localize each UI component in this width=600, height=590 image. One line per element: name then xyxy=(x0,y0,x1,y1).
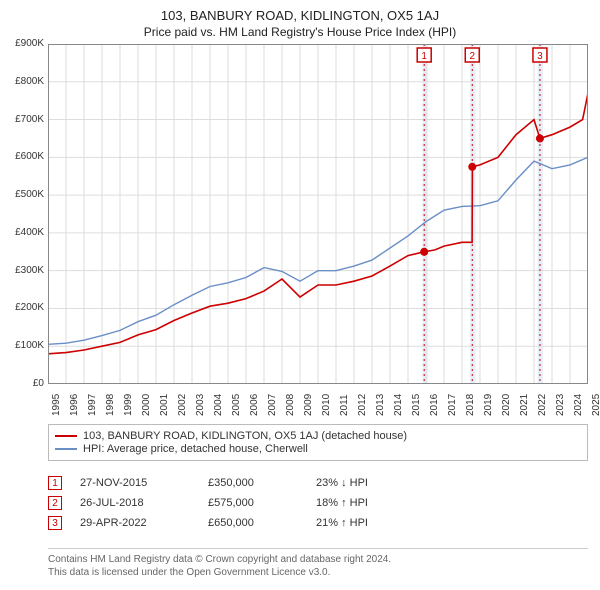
plot-svg: 1 2 3 xyxy=(48,44,588,384)
x-tick-label: 2004 xyxy=(213,394,224,416)
x-tick-label: 2015 xyxy=(411,394,422,416)
legend: 103, BANBURY ROAD, KIDLINGTON, OX5 1AJ (… xyxy=(48,424,588,461)
legend-item: HPI: Average price, detached house, Cher… xyxy=(55,443,581,455)
x-tick-label: 2009 xyxy=(303,394,314,416)
event-price: £350,000 xyxy=(208,477,298,489)
svg-text:3: 3 xyxy=(537,51,543,62)
x-tick-label: 2023 xyxy=(555,394,566,416)
event-date: 27-NOV-2015 xyxy=(80,477,190,489)
chart-subtitle: Price paid vs. HM Land Registry's House … xyxy=(8,25,592,39)
legend-swatch xyxy=(55,435,77,437)
x-tick-label: 2018 xyxy=(465,394,476,416)
x-tick-label: 2017 xyxy=(447,394,458,416)
y-tick-label: £100K xyxy=(4,340,44,351)
y-tick-label: £200K xyxy=(4,302,44,313)
event-diff: 23% ↓ HPI xyxy=(316,477,406,489)
x-tick-label: 2000 xyxy=(141,394,152,416)
y-tick-label: £800K xyxy=(4,76,44,87)
event-diff: 18% ↑ HPI xyxy=(316,497,406,509)
x-tick-label: 1997 xyxy=(87,394,98,416)
x-tick-label: 2021 xyxy=(519,394,530,416)
x-tick-label: 2022 xyxy=(537,394,548,416)
x-tick-label: 2012 xyxy=(357,394,368,416)
x-tick-label: 2001 xyxy=(159,394,170,416)
x-tick-label: 1995 xyxy=(51,394,62,416)
x-tick-label: 2016 xyxy=(429,394,440,416)
x-tick-label: 2007 xyxy=(267,394,278,416)
event-price: £650,000 xyxy=(208,517,298,529)
footer-line2: This data is licensed under the Open Gov… xyxy=(48,566,588,579)
x-tick-label: 2011 xyxy=(339,394,350,416)
legend-item: 103, BANBURY ROAD, KIDLINGTON, OX5 1AJ (… xyxy=(55,430,581,442)
x-tick-label: 2025 xyxy=(591,394,600,416)
x-tick-label: 1998 xyxy=(105,394,116,416)
x-tick-label: 2003 xyxy=(195,394,206,416)
svg-text:1: 1 xyxy=(421,51,427,62)
x-tick-label: 2002 xyxy=(177,394,188,416)
event-row: 2 26-JUL-2018 £575,000 18% ↑ HPI xyxy=(48,496,588,510)
x-tick-label: 2019 xyxy=(483,394,494,416)
x-tick-label: 2014 xyxy=(393,394,404,416)
svg-text:2: 2 xyxy=(469,51,475,62)
footer-attribution: Contains HM Land Registry data © Crown c… xyxy=(48,548,588,579)
legend-label: HPI: Average price, detached house, Cher… xyxy=(83,443,308,455)
event-row: 3 29-APR-2022 £650,000 21% ↑ HPI xyxy=(48,516,588,530)
legend-label: 103, BANBURY ROAD, KIDLINGTON, OX5 1AJ (… xyxy=(83,430,407,442)
y-tick-label: £300K xyxy=(4,265,44,276)
y-tick-label: £500K xyxy=(4,189,44,200)
y-tick-label: £400K xyxy=(4,227,44,238)
y-tick-label: £600K xyxy=(4,151,44,162)
event-marker: 1 xyxy=(48,476,62,490)
event-diff: 21% ↑ HPI xyxy=(316,517,406,529)
x-tick-label: 2024 xyxy=(573,394,584,416)
chart-container: 103, BANBURY ROAD, KIDLINGTON, OX5 1AJ P… xyxy=(0,0,600,590)
x-tick-label: 2013 xyxy=(375,394,386,416)
footer-line1: Contains HM Land Registry data © Crown c… xyxy=(48,553,588,566)
event-date: 29-APR-2022 xyxy=(80,517,190,529)
x-tick-label: 2010 xyxy=(321,394,332,416)
y-tick-label: £900K xyxy=(4,38,44,49)
legend-swatch xyxy=(55,448,77,450)
event-marker: 3 xyxy=(48,516,62,530)
y-tick-label: £0 xyxy=(4,378,44,389)
event-date: 26-JUL-2018 xyxy=(80,497,190,509)
event-price: £575,000 xyxy=(208,497,298,509)
chart-title: 103, BANBURY ROAD, KIDLINGTON, OX5 1AJ xyxy=(8,8,592,23)
x-tick-label: 2008 xyxy=(285,394,296,416)
events-table: 1 27-NOV-2015 £350,000 23% ↓ HPI 2 26-JUL-201… xyxy=(48,470,588,536)
event-row: 1 27-NOV-2015 £350,000 23% ↓ HPI xyxy=(48,476,588,490)
x-tick-label: 2020 xyxy=(501,394,512,416)
y-tick-label: £700K xyxy=(4,114,44,125)
x-tick-label: 2005 xyxy=(231,394,242,416)
x-tick-label: 1996 xyxy=(69,394,80,416)
x-tick-label: 2006 xyxy=(249,394,260,416)
x-tick-label: 1999 xyxy=(123,394,134,416)
event-marker: 2 xyxy=(48,496,62,510)
plot-area: 1 2 3 xyxy=(48,44,588,384)
